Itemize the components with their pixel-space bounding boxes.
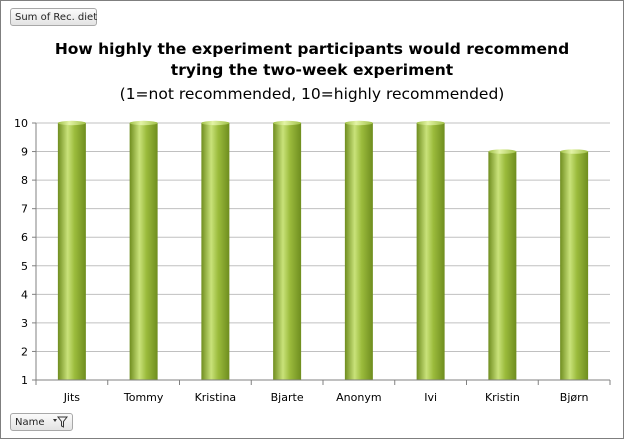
bar-anonym: [344, 120, 373, 380]
axis-field-label: Name: [15, 417, 45, 428]
bar-top-cap: [273, 120, 302, 126]
bar-top-cap: [129, 120, 158, 126]
bar-tommy: [129, 120, 158, 380]
bar: [488, 151, 517, 380]
values-field-button[interactable]: Sum of Rec. diet: [10, 8, 97, 26]
y-tick-label: 2: [21, 345, 28, 358]
bar-top-cap: [344, 120, 373, 126]
bar-bjarte: [273, 120, 302, 380]
x-tick-label: Anonym: [336, 391, 381, 404]
bar: [344, 123, 373, 380]
x-tick-label: Ivi: [424, 391, 437, 404]
bar: [416, 123, 445, 380]
chart-subtitle: (1=not recommended, 10=highly recommende…: [119, 85, 505, 103]
y-tick-label: 4: [21, 288, 28, 301]
y-tick-label: 6: [21, 231, 28, 244]
x-tick-label: Kristin: [485, 391, 520, 404]
bar-jits: [57, 120, 86, 380]
bars: [57, 120, 589, 380]
chart-title-line2: trying the two-week experiment: [170, 61, 454, 79]
x-tick-label: Bjarte: [271, 391, 304, 404]
bar: [57, 123, 86, 380]
axis-field-button[interactable]: Name: [10, 413, 73, 431]
bar-top-cap: [57, 120, 86, 126]
y-tick-label: 10: [14, 117, 28, 130]
bar-bjørn: [560, 149, 589, 380]
bar-top-cap: [416, 120, 445, 126]
x-tick-label: Kristina: [195, 391, 237, 404]
y-tick-label: 7: [21, 203, 28, 216]
dropdown-filter-icon[interactable]: [52, 415, 68, 429]
bar: [129, 123, 158, 380]
x-axis: Jits Tommy Kristina Bjarte Anonym Ivi Kristin B…: [35, 379, 611, 404]
bar: [273, 123, 302, 380]
bar-top-cap: [560, 149, 589, 154]
y-tick-label: 8: [21, 174, 28, 187]
bar-kristina: [201, 120, 230, 380]
x-tick-label: Bjørn: [560, 391, 589, 404]
gridlines: [36, 122, 610, 352]
bar: [560, 151, 589, 380]
bar-top-cap: [201, 120, 230, 126]
chart-title-line1: How highly the experiment participants w…: [54, 40, 570, 58]
bar-ivi: [416, 120, 445, 380]
y-axis: 1 2 3 4 5 6 7 8 9 10: [14, 117, 37, 387]
bar-kristin: [488, 149, 517, 380]
y-tick-label: 3: [21, 317, 28, 330]
y-tick-label: 9: [21, 146, 28, 159]
y-tick-label: 1: [21, 374, 28, 387]
x-tick-label: Tommy: [123, 391, 164, 404]
y-tick-label: 5: [21, 260, 28, 273]
bar-chart: 1 2 3 4 5 6 7 8 9 10 Jits Tommy Kristina Bjarte Anony…: [14, 117, 611, 404]
x-tick-label: Jits: [63, 391, 81, 404]
bar-top-cap: [488, 149, 517, 154]
bar: [201, 123, 230, 380]
